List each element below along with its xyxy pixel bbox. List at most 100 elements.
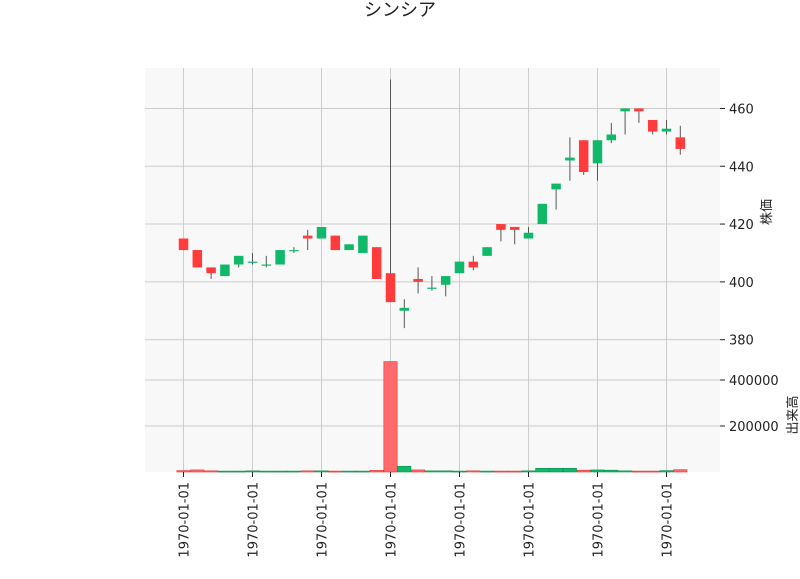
volume-plot-area: [145, 357, 720, 472]
candle-body: [509, 226, 520, 230]
volume-bar: [673, 469, 688, 473]
candle-body: [399, 307, 410, 311]
price-tick-label: 400: [729, 276, 754, 291]
candle-body: [344, 244, 354, 251]
candle: [661, 120, 672, 135]
volume-bar: [480, 470, 495, 473]
candle: [371, 247, 382, 279]
candle-body: [661, 128, 672, 132]
volume-bar: [190, 469, 205, 473]
candle: [358, 235, 368, 253]
candle-body: [537, 203, 548, 225]
volume-bar: [273, 470, 288, 473]
candle: [440, 276, 451, 297]
candle: [482, 247, 492, 256]
volume-bar: [438, 470, 453, 473]
candle: [413, 267, 423, 294]
candle-body: [440, 276, 451, 285]
volume-bar: [521, 470, 536, 473]
candle: [565, 137, 575, 181]
volume-bar: [369, 470, 384, 473]
candle: [330, 235, 341, 251]
candle-body: [289, 250, 299, 252]
x-tick-label: 1970-01-01: [523, 482, 538, 558]
candle-body: [482, 247, 492, 256]
volume-axis-label: 出来高: [785, 395, 800, 434]
volume-bar: [342, 470, 357, 473]
volume-bar: [645, 470, 660, 473]
candle-body: [454, 261, 465, 274]
volume-bar: [231, 470, 246, 473]
price-axis-label: 株価: [760, 199, 775, 225]
candle-body: [261, 264, 272, 266]
candle: [316, 226, 327, 239]
candle: [454, 261, 465, 274]
candle-body: [592, 140, 603, 164]
candle: [399, 299, 410, 329]
chart-title: シンシア: [364, 0, 436, 21]
volume-bars: [176, 361, 688, 473]
price-tick-label: 420: [729, 218, 754, 233]
volume-bar: [452, 470, 467, 473]
volume-bar: [245, 470, 260, 473]
volume-bar: [562, 468, 577, 473]
x-tick-label: 1970-01-01: [247, 482, 262, 558]
x-tick-label: 1970-01-01: [385, 482, 400, 558]
volume-bar: [411, 469, 426, 473]
candles: [178, 79, 686, 329]
candle: [606, 122, 617, 144]
candle: [551, 183, 561, 210]
candle-body: [358, 235, 368, 253]
x-tick-label: 1970-01-01: [178, 482, 193, 558]
x-tick-label: 1970-01-01: [661, 482, 676, 558]
volume-bar: [314, 470, 329, 473]
candle-body: [413, 278, 423, 282]
price-tick-label: 380: [729, 334, 754, 349]
volume-bar: [576, 469, 591, 473]
volume-bar: [383, 361, 398, 473]
candle: [537, 203, 548, 225]
candle-body: [523, 232, 534, 239]
volume-bar: [259, 470, 274, 473]
candle: [289, 247, 299, 253]
volume-bar: [507, 470, 522, 473]
candle-body: [206, 267, 216, 274]
candle: [233, 255, 244, 268]
candle-body: [192, 250, 203, 268]
candle: [206, 267, 216, 279]
candle-body: [620, 108, 630, 112]
candle-body: [178, 238, 189, 251]
candle-body: [634, 108, 644, 112]
candle-body: [247, 261, 258, 263]
candle-body: [468, 261, 479, 268]
candle: [247, 252, 258, 265]
volume-bar: [549, 468, 564, 473]
candle: [178, 238, 189, 251]
candle: [261, 255, 272, 268]
volume-tick-label: 400000: [729, 374, 779, 389]
volume-bar: [300, 470, 315, 473]
candle-body: [371, 247, 382, 279]
volume-bar: [328, 470, 343, 473]
candle-body: [578, 140, 589, 173]
candle: [675, 125, 686, 155]
candle: [523, 226, 534, 239]
x-tick-label: 1970-01-01: [592, 482, 607, 558]
candle-body: [551, 183, 561, 190]
volume-bar: [355, 470, 370, 473]
price-tick-label: 440: [729, 160, 754, 175]
volume-bar: [424, 470, 439, 473]
price-axis: 380 400 420 440 460: [720, 102, 754, 349]
candle: [220, 264, 230, 277]
candle-body: [220, 264, 230, 277]
candle-body: [675, 137, 686, 149]
volume-bar: [631, 470, 646, 473]
candle-body: [385, 273, 396, 303]
volume-bar: [286, 470, 301, 473]
candle: [647, 120, 658, 135]
candle: [385, 79, 396, 303]
volume-bar: [204, 470, 219, 473]
candle: [592, 140, 603, 181]
candle-body: [496, 224, 506, 230]
